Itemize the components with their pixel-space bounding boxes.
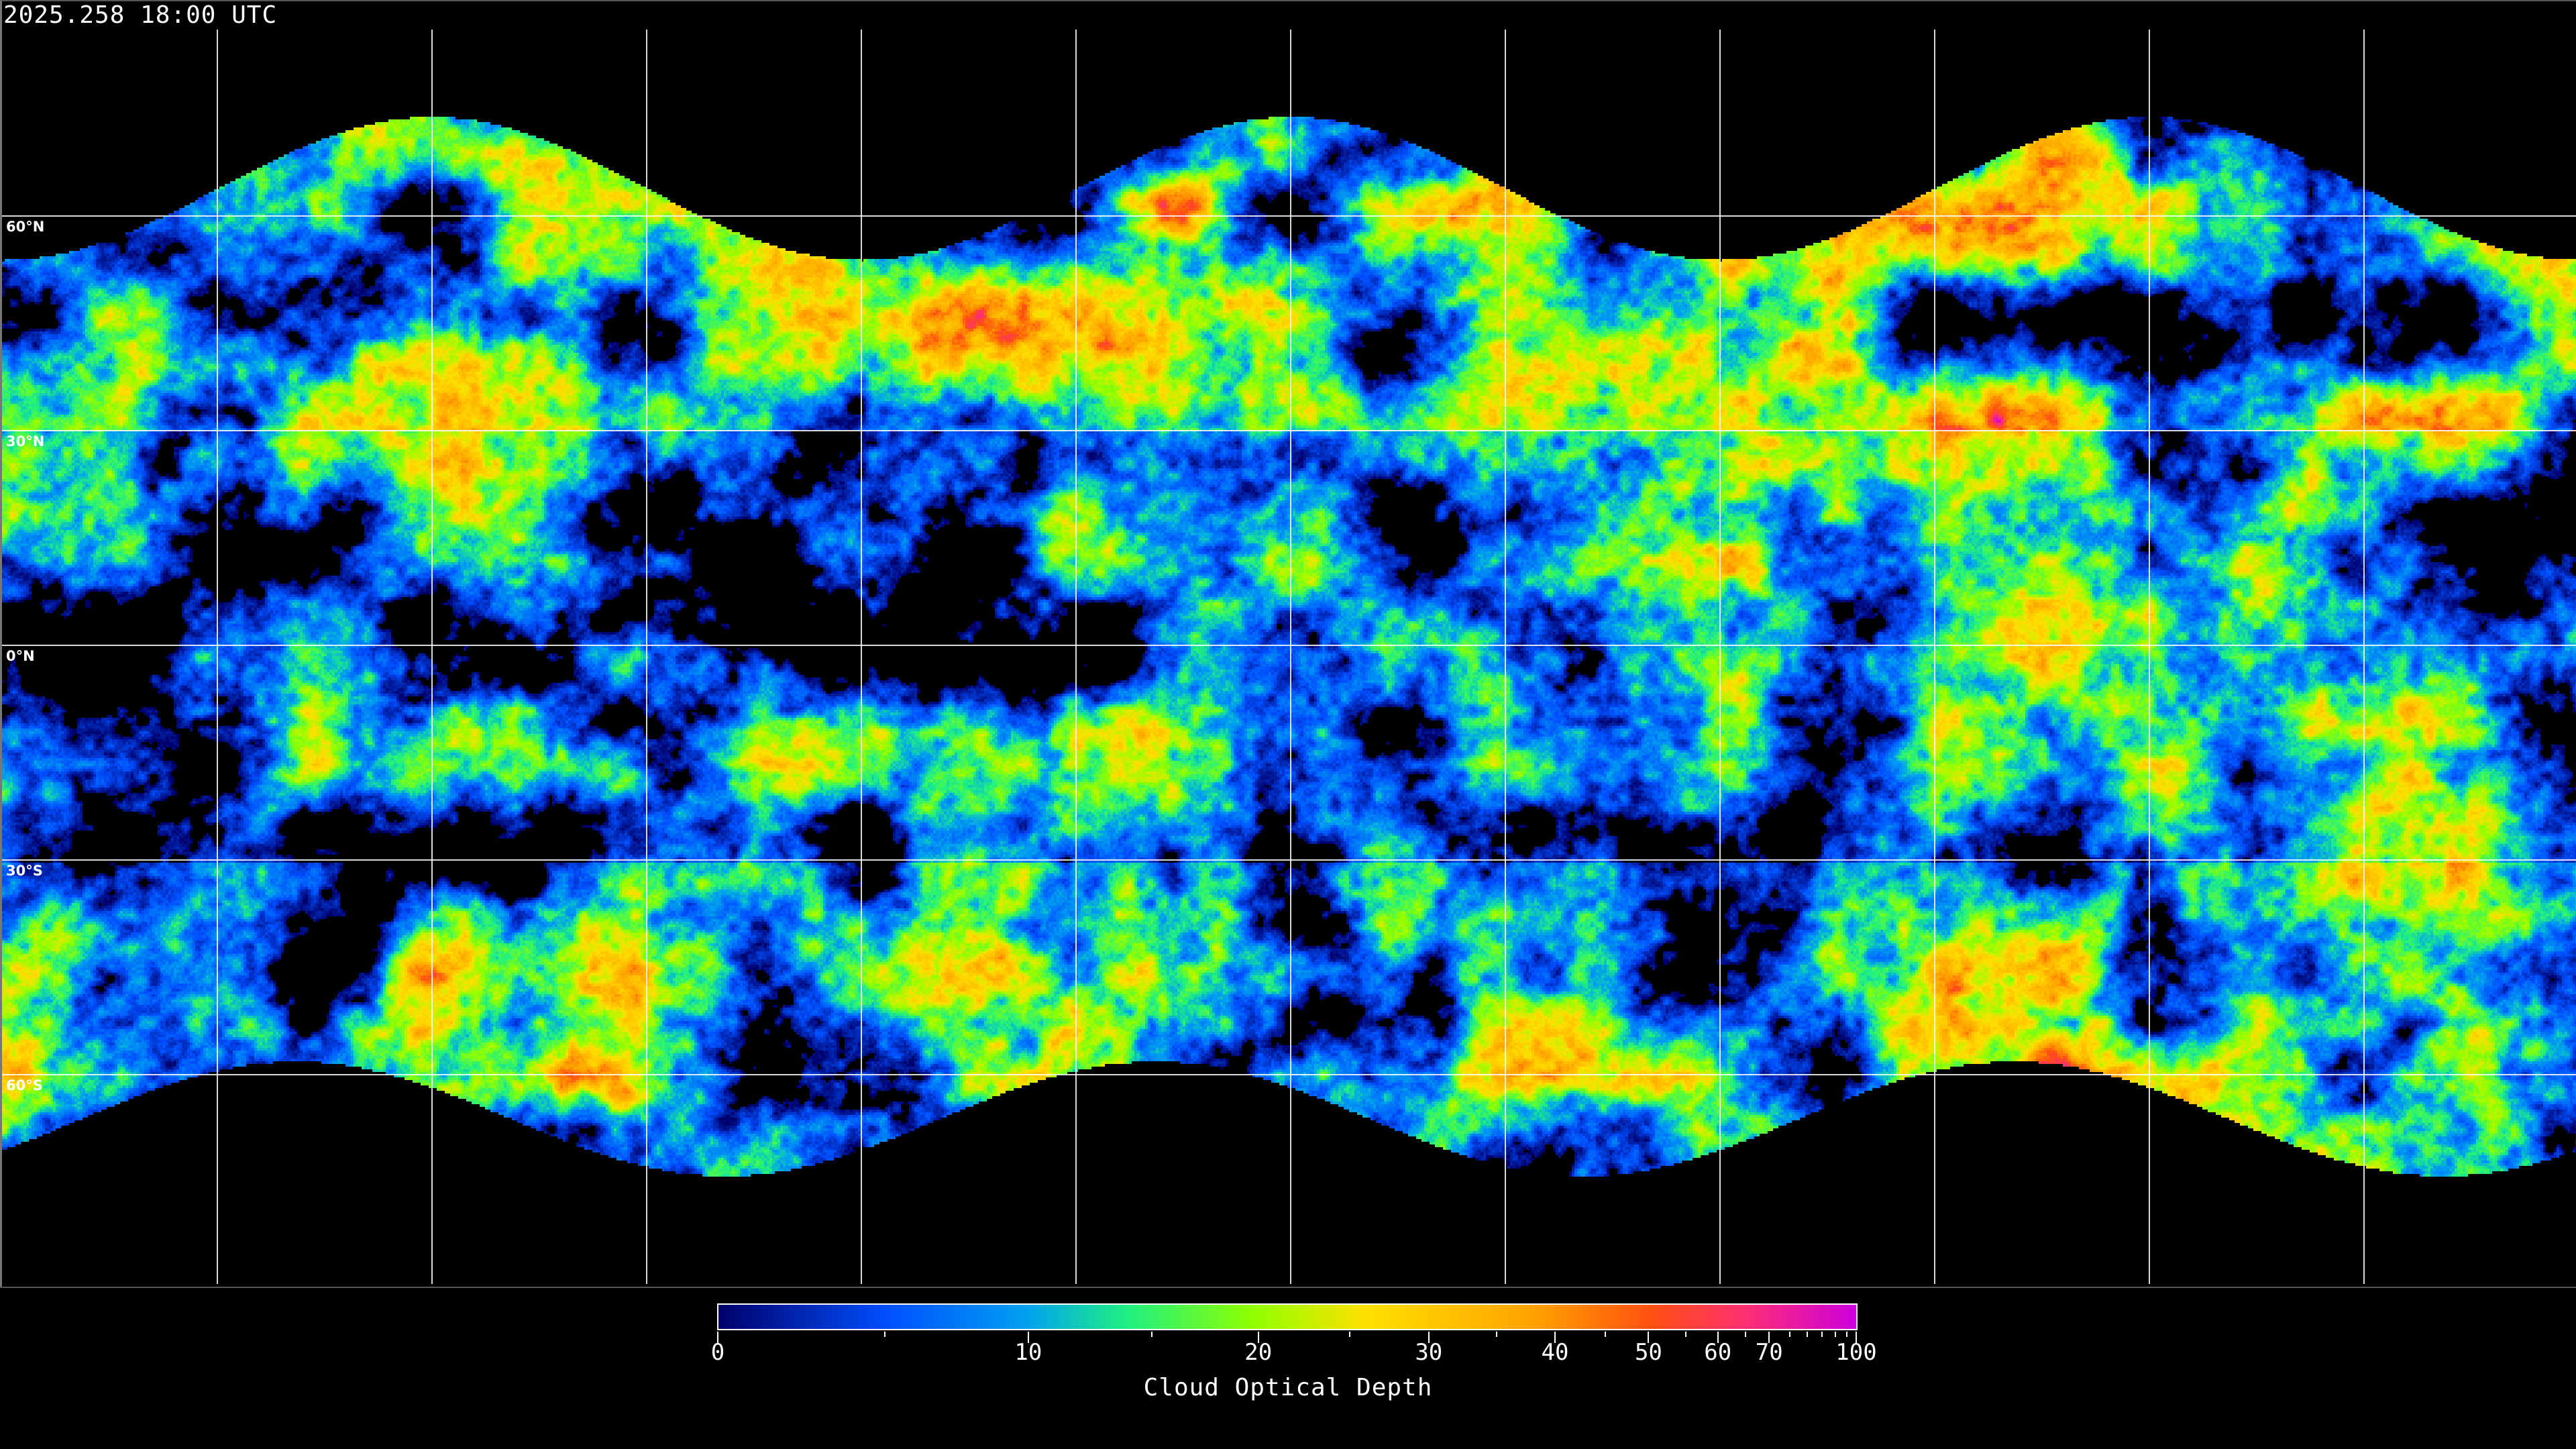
colorbar-tick-label: 60 — [1704, 1339, 1732, 1366]
colorbar-minor-tick — [1806, 1332, 1808, 1337]
colorbar-minor-tick — [1834, 1332, 1836, 1337]
latitude-label: 30°N — [6, 433, 45, 449]
colorbar-minor-tick — [1495, 1332, 1497, 1337]
colorbar-tick-label: 100 — [1835, 1339, 1877, 1366]
colorbar-major-tick — [1768, 1332, 1770, 1343]
latitude-gridline — [2, 215, 2576, 217]
longitude-gridline — [217, 30, 218, 1284]
longitude-gridline — [2149, 30, 2150, 1284]
colorbar-tick-label: 70 — [1755, 1339, 1783, 1366]
latitude-label: 0°N — [6, 648, 35, 664]
colorbar-tick-label: 40 — [1541, 1339, 1569, 1366]
colorbar-minor-tick — [1845, 1332, 1847, 1337]
longitude-gridline — [861, 30, 862, 1284]
cloud-optical-depth-map: 60°N 30°N 0°N 30°S 60°S — [0, 0, 2576, 1289]
latitude-gridline — [2, 430, 2576, 431]
colorbar-minor-tick — [1151, 1332, 1153, 1337]
colorbar-minor-tick — [1821, 1332, 1823, 1337]
colorbar-major-tick — [1027, 1332, 1029, 1343]
colorbar-major-tick — [1428, 1332, 1430, 1343]
colorbar-major-tick — [1856, 1332, 1857, 1343]
colorbar-minor-tick — [1604, 1332, 1606, 1337]
colorbar — [717, 1303, 1858, 1330]
latitude-label: 30°S — [6, 863, 43, 879]
colorbar-tick-label: 20 — [1244, 1339, 1273, 1366]
longitude-gridline — [1719, 30, 1721, 1284]
map-bottom-border — [0, 1287, 2576, 1288]
colorbar-major-tick — [1257, 1332, 1259, 1343]
latitude-label: 60°N — [6, 219, 45, 235]
colorbar-major-tick — [1648, 1332, 1650, 1343]
longitude-gridline — [1505, 30, 1506, 1284]
longitude-gridline — [646, 30, 647, 1284]
colorbar-major-tick — [1554, 1332, 1556, 1343]
colorbar-tick-label: 10 — [1014, 1339, 1042, 1366]
latitude-gridline — [2, 645, 2576, 646]
colorbar-tick-label: 50 — [1634, 1339, 1662, 1366]
latitude-gridline — [2, 1074, 2576, 1075]
timestamp-title: 2025.258 18:00 UTC — [3, 1, 278, 29]
colorbar-tick-label: 0 — [710, 1339, 725, 1366]
latitude-label: 60°S — [6, 1077, 43, 1093]
colorbar-minor-tick — [1349, 1332, 1351, 1337]
colorbar-major-tick — [717, 1332, 718, 1343]
colorbar-minor-tick — [1788, 1332, 1790, 1337]
colorbar-minor-tick — [1684, 1332, 1686, 1337]
colorbar-minor-tick — [1744, 1332, 1746, 1337]
longitude-gridline — [1934, 30, 1935, 1284]
longitude-gridline — [1075, 30, 1077, 1284]
longitude-gridline — [2363, 30, 2365, 1284]
colorbar-minor-tick — [883, 1332, 885, 1337]
colorbar-label: Cloud Optical Depth — [1143, 1374, 1433, 1401]
longitude-gridline — [431, 30, 433, 1284]
longitude-gridline — [1290, 30, 1291, 1284]
colorbar-tick-label: 30 — [1415, 1339, 1443, 1366]
latitude-gridline — [2, 859, 2576, 861]
colorbar-major-tick — [1717, 1332, 1719, 1343]
